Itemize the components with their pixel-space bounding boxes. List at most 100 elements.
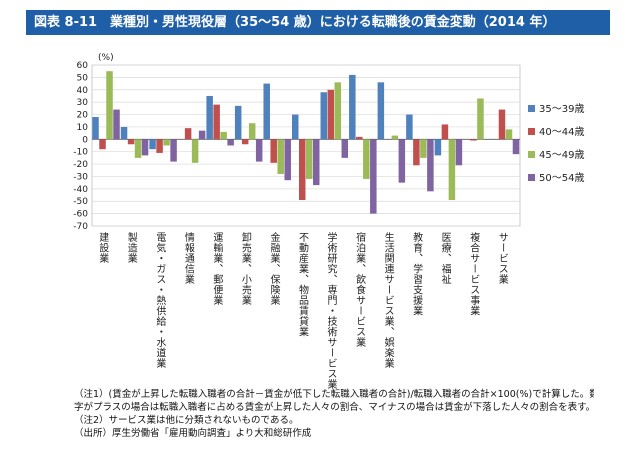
y-tick-label: 20 <box>77 111 89 121</box>
bar <box>270 139 277 163</box>
y-tick-label: -20 <box>73 160 88 170</box>
legend-label: 50～54歳 <box>539 172 584 184</box>
category-label: 電気・ガス・熱供給・水道業 <box>154 232 166 369</box>
category-label: 金融業、保険業 <box>268 231 280 306</box>
bar <box>477 98 484 140</box>
notes: （注1）(賃金が上昇した転職入職者の合計－賃金が低下した転職入職者の合計)/転職… <box>74 388 594 440</box>
y-tick-label: 40 <box>77 86 89 96</box>
bar <box>248 123 256 140</box>
bar <box>292 114 299 140</box>
y-tick-label: -30 <box>73 172 88 182</box>
bars <box>92 71 520 214</box>
y-tick-label: 60 <box>77 61 89 71</box>
bar <box>455 139 463 166</box>
y-tick-label: 0 <box>82 135 88 145</box>
bar <box>327 89 335 140</box>
bar <box>299 139 306 200</box>
bar <box>220 131 227 140</box>
y-tick-label: -60 <box>73 210 88 220</box>
bar <box>92 117 99 140</box>
y-axis-unit-label: (%) <box>98 53 114 63</box>
bar <box>505 129 513 140</box>
bar <box>134 139 142 158</box>
bar <box>106 71 113 140</box>
bar <box>99 139 106 150</box>
legend-swatch <box>528 105 535 112</box>
bar <box>284 139 291 181</box>
note-line: （注1）(賃金が上昇した転職入職者の合計－賃金が低下した転職入職者の合計)/転職… <box>74 389 594 400</box>
legend-label: 35～39歳 <box>539 103 584 115</box>
bar <box>255 139 263 162</box>
category-label: サービス業 <box>496 232 508 285</box>
bar <box>349 74 356 140</box>
legend-label: 40～44歳 <box>539 126 584 138</box>
category-label: 不動産業、物品賃貸業 <box>297 232 309 337</box>
bar <box>470 139 477 141</box>
bar <box>448 139 456 200</box>
y-tick-label: 30 <box>77 98 89 108</box>
bar <box>206 95 213 140</box>
bar <box>398 139 406 183</box>
bar <box>420 139 427 158</box>
bar <box>156 139 163 153</box>
category-label: 教育、学習支援業 <box>411 231 423 317</box>
bar <box>370 139 377 214</box>
bar <box>113 109 120 140</box>
y-tick-label: -40 <box>73 185 88 195</box>
bar <box>170 139 177 162</box>
bar <box>241 139 249 145</box>
bar <box>184 128 192 140</box>
legend-swatch <box>528 151 535 158</box>
category-label: 卸売業、小売業 <box>239 231 251 306</box>
legend-swatch <box>528 174 535 181</box>
bar <box>263 83 270 140</box>
bar <box>191 139 199 163</box>
category-label: 運輸業、郵便業 <box>211 232 223 306</box>
legend-swatch <box>528 128 535 135</box>
note-line: 字がプラスの場合は転職入職者に占める賃金が上昇した人々の割合、マイナスの場合は賃… <box>74 402 594 413</box>
category-label: 医療、福祉 <box>439 232 451 285</box>
figure-title: 図表 8-11 業種別・男性現役層（35〜54 歳）における転職後の賃金変動（2… <box>26 10 610 35</box>
bar <box>163 139 170 146</box>
bar <box>213 104 220 140</box>
y-tick-label: -70 <box>73 222 88 232</box>
bar <box>334 82 342 140</box>
bar <box>120 126 128 140</box>
category-labels: 建設業 製造業 電気・ガス・熱供給・水道業 情報通信業 運輸業、郵便業 卸売業、小売業 金融… <box>97 231 508 390</box>
category-label: 建設業 <box>97 231 109 264</box>
bar <box>391 135 399 140</box>
bar <box>377 82 385 140</box>
category-label: 製造業 <box>125 231 137 264</box>
category-label: 宿泊業、飲食サービス業 <box>354 231 366 348</box>
bar <box>320 92 328 140</box>
note-line: （出所）厚生労働省「雇用動向調査」より大和総研作成 <box>74 428 312 439</box>
category-label: 情報通信業 <box>182 231 194 285</box>
y-tick-label: -50 <box>73 197 88 207</box>
bar <box>434 139 442 156</box>
bar <box>363 139 370 179</box>
bar <box>406 114 413 140</box>
bar <box>234 105 242 140</box>
bar <box>127 139 135 145</box>
bar <box>198 130 206 140</box>
legend-label: 45～49歳 <box>539 149 584 161</box>
bar <box>427 139 434 192</box>
note-line: （注2）サービス業は他に分類されないものである。 <box>74 415 299 426</box>
bar <box>313 139 320 186</box>
category-label: 複合サービス事業 <box>468 231 480 317</box>
bar <box>413 139 420 166</box>
category-label: 学術研究、専門・技術サービス業 <box>325 231 337 390</box>
bar <box>227 139 234 146</box>
bar <box>149 139 156 150</box>
bar <box>356 136 363 140</box>
bar <box>141 139 149 156</box>
bar <box>277 139 284 174</box>
bar <box>441 124 449 140</box>
bar <box>341 139 349 158</box>
y-tick-label: 10 <box>77 123 89 133</box>
bar <box>512 139 520 155</box>
bar <box>306 139 313 179</box>
y-tick-label: 50 <box>77 73 89 83</box>
bar <box>498 109 506 140</box>
